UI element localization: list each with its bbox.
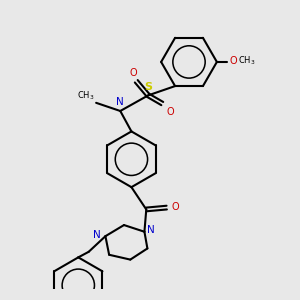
Text: O: O bbox=[171, 202, 179, 212]
Text: S: S bbox=[144, 82, 152, 92]
Text: O: O bbox=[130, 68, 137, 78]
Text: N: N bbox=[93, 230, 101, 241]
Text: CH$_3$: CH$_3$ bbox=[77, 90, 94, 102]
Text: N: N bbox=[116, 97, 124, 107]
Text: N: N bbox=[147, 225, 155, 235]
Text: O: O bbox=[167, 106, 174, 116]
Text: O: O bbox=[229, 56, 237, 66]
Text: CH$_3$: CH$_3$ bbox=[238, 55, 255, 68]
